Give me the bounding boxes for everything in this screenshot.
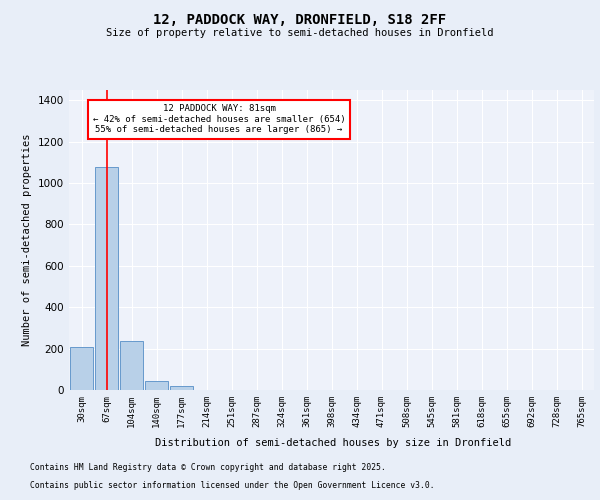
Bar (170, 386, 193, 390)
Bar (70, 346, 93, 390)
Text: Size of property relative to semi-detached houses in Dronfield: Size of property relative to semi-detach… (106, 28, 494, 38)
Bar (120, 342, 143, 390)
Text: Contains public sector information licensed under the Open Government Licence v3: Contains public sector information licen… (30, 481, 434, 490)
Bar (145, 380, 168, 390)
Text: 12 PADDOCK WAY: 81sqm
← 42% of semi-detached houses are smaller (654)
55% of sem: 12 PADDOCK WAY: 81sqm ← 42% of semi-deta… (92, 104, 346, 134)
Bar (95, 166, 118, 390)
Text: 12, PADDOCK WAY, DRONFIELD, S18 2FF: 12, PADDOCK WAY, DRONFIELD, S18 2FF (154, 12, 446, 26)
Text: Distribution of semi-detached houses by size in Dronfield: Distribution of semi-detached houses by … (155, 438, 511, 448)
Text: Contains HM Land Registry data © Crown copyright and database right 2025.: Contains HM Land Registry data © Crown c… (30, 464, 386, 472)
Y-axis label: Number of semi-detached properties: Number of semi-detached properties (22, 134, 32, 346)
